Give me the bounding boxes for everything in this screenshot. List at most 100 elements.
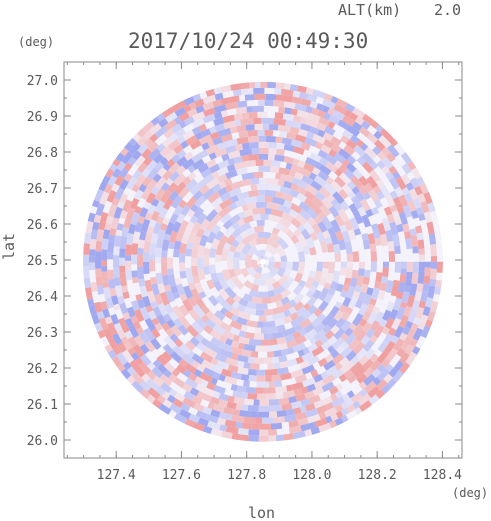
radar-cell <box>241 242 253 255</box>
radar-cell <box>211 170 220 179</box>
radar-cell <box>126 306 136 318</box>
radar-cell <box>266 261 275 272</box>
radar-cell <box>339 290 348 298</box>
radar-cell <box>341 393 351 402</box>
radar-cell <box>157 303 169 317</box>
radar-cell <box>130 351 140 361</box>
radar-cell <box>418 261 426 272</box>
radar-cell <box>131 380 144 394</box>
radar-cell <box>346 373 358 384</box>
radar-cell <box>218 335 228 344</box>
radar-cell <box>248 435 259 442</box>
radar-cell <box>230 314 239 323</box>
radar-cell <box>369 243 377 252</box>
radar-cell <box>219 348 234 359</box>
radar-cell <box>145 159 158 173</box>
radar-cell <box>376 368 390 382</box>
radar-cell <box>264 357 272 364</box>
radar-cell <box>224 375 238 385</box>
radar-cell <box>304 137 318 147</box>
radar-cell <box>235 241 246 254</box>
radar-cell <box>248 429 260 436</box>
radar-cell <box>313 374 324 383</box>
radar-cell <box>303 221 315 235</box>
radar-cell <box>306 131 315 140</box>
radar-cell <box>358 400 373 413</box>
radar-cell <box>202 113 216 124</box>
radar-cell <box>363 373 376 387</box>
radar-cell <box>168 162 181 174</box>
radar-cell <box>194 98 205 108</box>
radar-cell <box>368 298 377 307</box>
radar-cell <box>247 135 259 143</box>
radar-cell <box>162 216 171 226</box>
radar-cell <box>148 122 162 136</box>
radar-cell <box>142 156 153 166</box>
radar-cell <box>173 240 182 250</box>
radar-cell <box>376 364 386 373</box>
radar-cell <box>268 429 278 436</box>
radar-cell <box>129 197 140 210</box>
radar-cell <box>328 305 340 318</box>
radar-cell <box>275 299 283 308</box>
radar-cell <box>304 183 318 196</box>
radar-cell <box>169 403 182 415</box>
radar-cell <box>294 272 304 284</box>
radar-cell <box>233 155 243 164</box>
radar-cell <box>245 227 256 236</box>
radar-cell <box>201 142 210 151</box>
radar-cell <box>255 303 268 310</box>
radar-cell <box>175 364 187 375</box>
radar-cell <box>334 417 344 426</box>
radar-cell <box>134 221 143 233</box>
radar-cell <box>231 408 241 416</box>
radar-cell <box>258 435 269 442</box>
radar-cell <box>305 421 317 431</box>
radar-cell <box>295 356 304 365</box>
radar-cell <box>350 392 363 404</box>
radar-cell <box>358 354 370 366</box>
radar-cell <box>357 291 367 302</box>
radar-cell <box>340 332 349 342</box>
radar-cell <box>93 214 102 224</box>
radar-cell <box>358 388 368 398</box>
radar-cell <box>381 165 390 175</box>
radar-cell <box>164 221 175 236</box>
radar-cell <box>327 317 339 329</box>
radar-cell <box>162 398 173 409</box>
radar-cell <box>399 362 411 374</box>
radar-cell <box>210 357 219 366</box>
radar-cell <box>365 303 375 314</box>
radar-cell <box>324 396 333 405</box>
radar-cell <box>256 183 270 191</box>
radar-cell <box>427 202 436 213</box>
radar-cell <box>83 266 90 279</box>
radar-cell <box>317 109 326 118</box>
radar-cell <box>330 198 340 207</box>
radar-cell <box>300 398 311 407</box>
radar-cell <box>239 434 249 442</box>
radar-cell <box>425 297 434 308</box>
radar-cell <box>191 126 202 136</box>
radar-cell <box>291 400 302 409</box>
radar-cell <box>259 399 269 406</box>
radar-cell <box>305 87 314 95</box>
radar-cell <box>310 203 323 215</box>
radar-cell <box>210 336 222 348</box>
radar-cell <box>178 304 190 317</box>
radar-cell <box>295 412 307 421</box>
radar-cell <box>221 269 232 282</box>
radar-cell <box>232 89 242 97</box>
radar-cell <box>362 161 374 174</box>
radar-cell <box>305 156 317 167</box>
radar-cell <box>209 329 222 341</box>
radar-cell <box>192 421 205 432</box>
radar-cell <box>396 291 404 300</box>
radar-cell <box>224 419 237 428</box>
radar-cell <box>137 254 144 267</box>
radar-cell <box>199 184 210 195</box>
radar-cell <box>187 350 196 359</box>
radar-cell <box>356 156 367 166</box>
radar-cell <box>261 117 274 125</box>
radar-cell <box>297 261 305 275</box>
